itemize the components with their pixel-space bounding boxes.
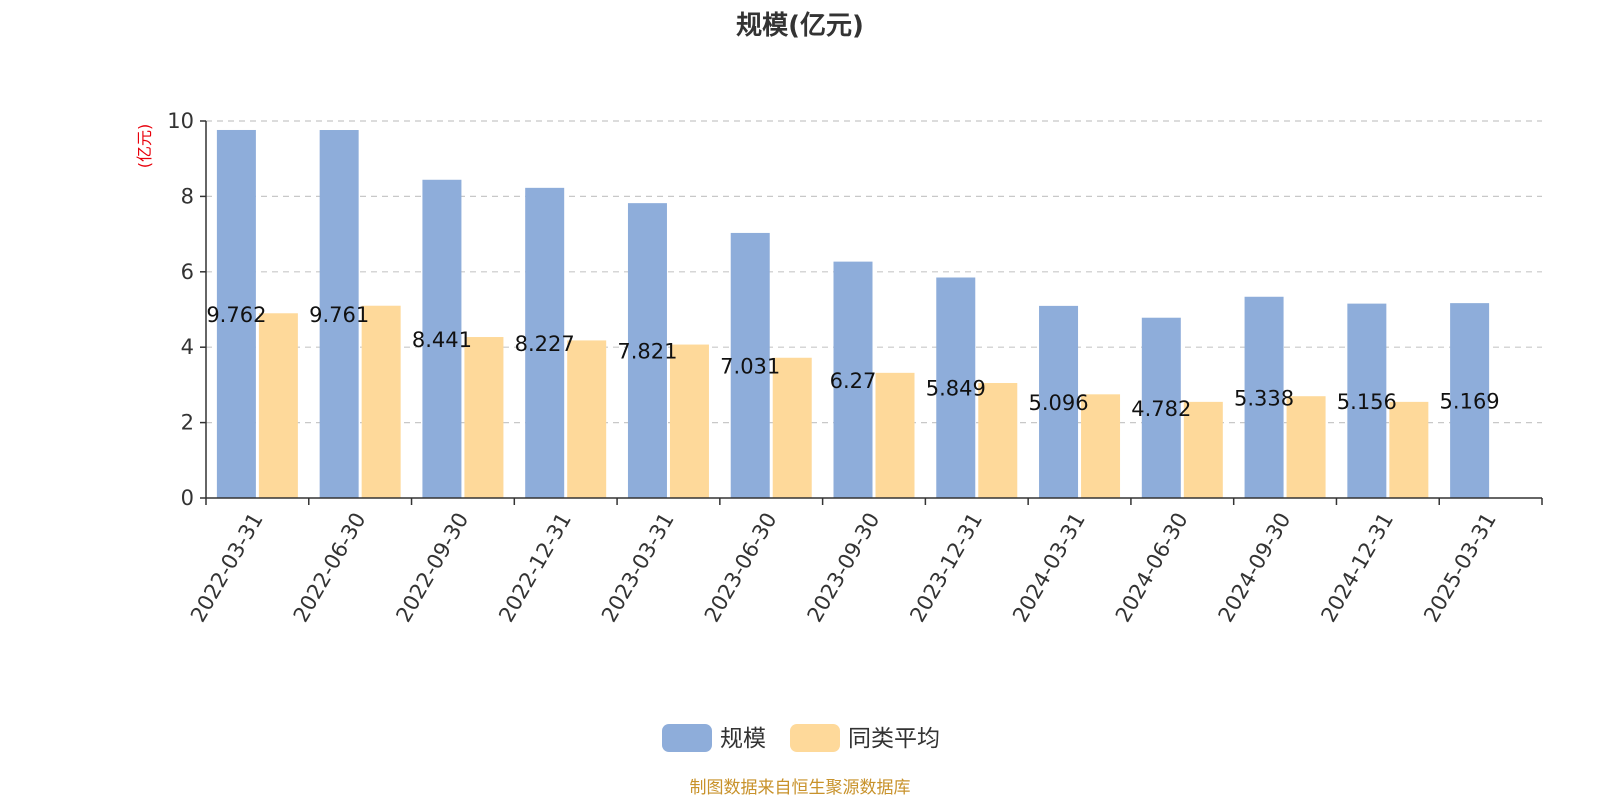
bar-scale — [1141, 317, 1181, 498]
y-tick-label: 4 — [181, 335, 194, 359]
bar-scale — [525, 187, 565, 498]
y-tick-label: 6 — [181, 260, 194, 284]
source-note: 制图数据来自恒生聚源数据库 — [690, 778, 911, 798]
legend-item[interactable]: 同类平均 — [790, 724, 940, 752]
bar-peer-average — [1286, 396, 1326, 498]
bar-data-label: 6.27 — [830, 369, 877, 393]
legend-swatch — [662, 724, 712, 752]
bar-data-label: 5.849 — [926, 377, 986, 401]
bar-peer-average — [567, 340, 607, 498]
bar-data-label: 7.031 — [720, 354, 780, 378]
y-tick-label: 10 — [167, 109, 194, 133]
bar-scale — [1347, 303, 1387, 498]
bar-data-label: 9.761 — [309, 303, 369, 327]
bar-data-label: 5.096 — [1028, 391, 1088, 415]
bar-scale — [833, 261, 873, 498]
bar-scale — [1039, 305, 1079, 498]
bar-peer-average — [361, 305, 401, 498]
bar-data-label: 9.762 — [206, 303, 266, 327]
bar-scale — [1450, 303, 1490, 498]
bar-scale — [936, 277, 976, 498]
x-tick-label: 2022-03-31 — [186, 509, 268, 627]
x-tick-label: 2025-03-31 — [1419, 509, 1501, 627]
bar-data-label: 5.156 — [1337, 390, 1397, 414]
bar-data-label: 8.227 — [515, 332, 575, 356]
bar-peer-average — [464, 337, 504, 498]
legend-label: 同类平均 — [848, 726, 940, 752]
y-tick-label: 2 — [181, 411, 194, 435]
bar-peer-average — [772, 357, 812, 498]
bar-peer-average — [1081, 394, 1121, 498]
bar-data-label: 5.338 — [1234, 386, 1294, 410]
bar-data-label: 5.169 — [1440, 390, 1500, 414]
bar-scale — [216, 129, 256, 498]
bar-peer-average — [258, 313, 298, 498]
legend-item[interactable]: 规模 — [662, 724, 766, 752]
x-tick-label: 2022-09-30 — [391, 509, 473, 627]
bar-peer-average — [978, 383, 1018, 498]
bar-scale — [627, 203, 667, 498]
bar-peer-average — [669, 344, 709, 498]
y-tick-label: 0 — [181, 486, 194, 510]
x-tick-label: 2024-06-30 — [1111, 509, 1193, 627]
x-tick-label: 2022-12-31 — [494, 509, 576, 627]
x-tick-label: 2023-06-30 — [700, 509, 782, 627]
bar-peer-average — [1389, 401, 1429, 498]
bar-scale — [422, 179, 462, 499]
bar-data-label: 8.441 — [412, 328, 472, 352]
x-tick-label: 2023-12-31 — [905, 509, 987, 627]
x-tick-label: 2023-09-30 — [803, 509, 885, 627]
bars — [216, 129, 1490, 499]
y-tick-label: 8 — [181, 184, 194, 208]
bar-peer-average — [875, 372, 915, 498]
x-tick-label: 2022-06-30 — [289, 509, 371, 627]
y-axis-unit-label: (亿元) — [135, 124, 154, 169]
bar-scale — [730, 232, 770, 498]
bar-peer-average — [1183, 401, 1223, 498]
legend-label: 规模 — [720, 726, 766, 752]
x-tick-label: 2024-09-30 — [1214, 509, 1296, 627]
x-tick-label: 2024-03-31 — [1008, 509, 1090, 627]
x-tick-label: 2024-12-31 — [1316, 509, 1398, 627]
bar-scale — [319, 130, 359, 498]
bar-data-label: 4.782 — [1131, 397, 1191, 421]
chart-title: 规模(亿元) — [736, 11, 864, 41]
legend-swatch — [790, 724, 840, 752]
data-labels: 9.762 9.761 8.441 8.227 7.821 7.031 6.27 5.849 5… — [206, 303, 1499, 421]
x-tick-label: 2023-03-31 — [597, 509, 679, 627]
bar-scale — [1244, 296, 1284, 498]
legend[interactable]: 规模 同类平均 — [662, 724, 940, 752]
bar-data-label: 7.821 — [617, 340, 677, 364]
